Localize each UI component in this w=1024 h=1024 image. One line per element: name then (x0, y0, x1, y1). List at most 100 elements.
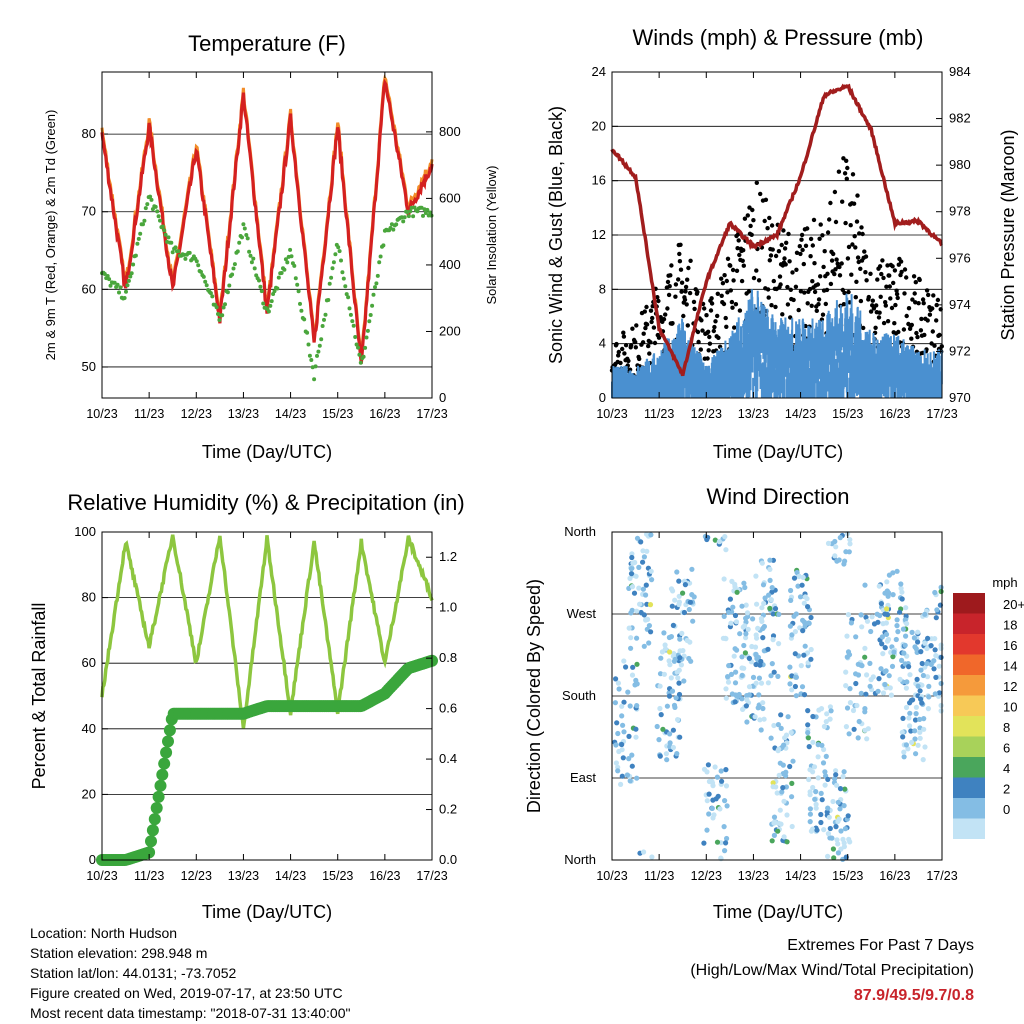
direction-point (805, 735, 812, 741)
gust-point (616, 349, 621, 355)
temp-y2tick-label: 400 (439, 257, 461, 272)
direction-point (715, 793, 721, 799)
gust-point (848, 223, 853, 228)
direction-point (657, 753, 663, 759)
gust-point (846, 244, 852, 250)
direction-point (633, 677, 639, 684)
gust-point (712, 324, 717, 330)
dewpoint-point (225, 290, 230, 295)
dir-ytick-label: East (570, 770, 596, 785)
dewpoint-point (272, 289, 277, 294)
direction-point (634, 775, 640, 781)
direction-point (897, 609, 903, 615)
dewpoint-point (298, 301, 302, 306)
dir-ytick-label: North (564, 524, 596, 539)
dewpoint-point (341, 276, 346, 281)
gust-point (884, 284, 889, 289)
direction-point (731, 653, 737, 659)
wind-xtick-label: 10/23 (596, 407, 627, 421)
gust-point (673, 294, 678, 299)
direction-point (723, 695, 729, 701)
gust-point (853, 295, 858, 300)
direction-point (754, 635, 760, 641)
gust-point (815, 282, 821, 287)
rainfall-point (156, 768, 169, 781)
direction-point (876, 676, 882, 682)
direction-point (654, 723, 660, 730)
dewpoint-point (138, 231, 143, 236)
temp-ytick-label: 60 (82, 281, 96, 296)
wind-xtick-label: 16/23 (879, 407, 910, 421)
dewpoint-point (141, 222, 145, 227)
direction-point (924, 674, 931, 680)
gust-point (768, 253, 774, 258)
direction-point (662, 642, 668, 648)
direction-point (903, 605, 909, 611)
direction-point (758, 680, 765, 686)
dewpoint-point (367, 319, 372, 324)
temp-plot-frame (101, 71, 433, 399)
direction-point (853, 634, 859, 640)
gust-point (834, 257, 839, 262)
direction-point (675, 717, 681, 723)
gust-point (746, 289, 752, 294)
direction-point (909, 739, 915, 746)
dir-xtick-label: 15/23 (832, 869, 863, 883)
direction-point (770, 637, 776, 643)
gust-point (914, 330, 919, 336)
direction-point (921, 726, 927, 732)
gust-point (734, 268, 740, 273)
wind-y2tick-label: 974 (949, 297, 971, 312)
dewpoint-point (428, 210, 433, 215)
direction-point (926, 683, 932, 690)
gust-point (863, 270, 868, 275)
gust-point (679, 280, 685, 285)
gust-point (891, 280, 896, 286)
dewpoint-point (346, 295, 351, 300)
direction-point (706, 778, 713, 785)
direction-point (676, 691, 683, 698)
direction-point (733, 669, 739, 675)
gust-point (863, 254, 869, 259)
direction-point (720, 635, 727, 641)
direction-point (887, 685, 893, 691)
wind-ytick-label: 24 (592, 64, 606, 79)
direction-point (750, 674, 757, 681)
direction-point (807, 819, 813, 825)
temp-ylabel: 2m & 9m T (Red, Orange) & 2m Td (Green) (43, 110, 58, 361)
direction-point (750, 616, 756, 622)
dewpoint-point (158, 218, 162, 223)
direction-point (810, 739, 816, 745)
gust-point (850, 172, 856, 177)
gust-point (875, 277, 880, 282)
gust-point (706, 348, 711, 353)
dir-legend-label: 2 (1003, 782, 1010, 797)
gust-point (699, 318, 704, 323)
temp-xtick-label: 17/23 (416, 407, 447, 421)
dewpoint-point (327, 281, 332, 286)
direction-point (744, 610, 751, 616)
dewpoint-point (279, 271, 284, 275)
direction-point (882, 611, 888, 617)
direction-point (874, 611, 880, 617)
direction-point (670, 588, 676, 594)
latlon-text: Station lat/lon: 44.0131; -73.7052 (30, 965, 237, 981)
direction-point (837, 806, 843, 812)
dewpoint-point (257, 278, 261, 283)
direction-point (933, 615, 939, 621)
direction-point (636, 585, 642, 591)
direction-point (712, 537, 718, 543)
gust-point (821, 264, 826, 270)
direction-point (657, 683, 663, 689)
direction-point (612, 700, 619, 706)
gust-point (850, 242, 855, 247)
dewpoint-point (266, 309, 271, 314)
direction-point (705, 762, 712, 768)
dir-ytick-label: South (562, 688, 596, 703)
direction-point (753, 573, 759, 579)
dewpoint-point (105, 274, 110, 278)
gust-point (845, 165, 850, 171)
wind-ytick-label: 4 (599, 336, 606, 351)
gust-point (704, 313, 709, 318)
gust-point (797, 244, 802, 249)
